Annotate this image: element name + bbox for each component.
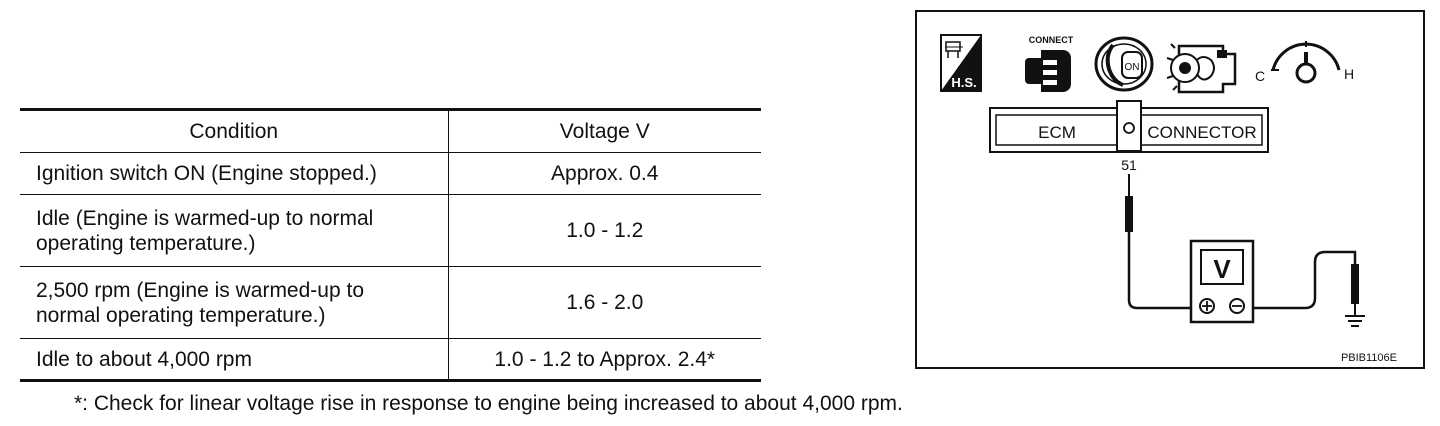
positive-terminal-icon: [1199, 298, 1215, 314]
voltage-spec-table: Condition Voltage V Ignition switch ON (…: [20, 108, 761, 382]
header-voltage: Voltage V: [447, 109, 761, 153]
wiring-diagram: H.S. CONNECT ON C: [915, 10, 1425, 369]
condition-text: Ignition switch ON (Engine stopped.): [36, 162, 377, 185]
ignition-on-label: ON: [1125, 62, 1140, 73]
voltage-cell: 1.6 - 2.0: [447, 266, 761, 339]
connect-label: CONNECT: [1029, 35, 1074, 45]
ecm-connector: ECM CONNECTOR: [989, 100, 1269, 153]
engine-icon: [1166, 43, 1237, 94]
header-condition: Condition: [20, 109, 448, 153]
probe-wires: [1125, 174, 1359, 316]
connector-right-label: CONNECTOR: [1147, 123, 1256, 142]
ground-icon: [1345, 315, 1365, 327]
temperature-gauge-icon: C H: [1255, 41, 1354, 84]
condition-text-line-1: 2,500 rpm (Engine is warmed-up to: [36, 278, 364, 302]
connector-left-label: ECM: [1038, 123, 1076, 142]
condition-cell: Idle (Engine is warmed-up to normal oper…: [20, 194, 448, 267]
footnote: *: Check for linear voltage rise in resp…: [74, 392, 903, 415]
figure-code: PBIB1106E: [1341, 352, 1397, 364]
condition-text: Idle to about 4,000 rpm: [36, 347, 252, 371]
condition-text-line-2: operating temperature.): [36, 231, 256, 255]
table-header-row: Condition Voltage V: [20, 109, 761, 153]
table-row: Ignition switch ON (Engine stopped.) App…: [20, 152, 761, 195]
connector-icon: CONNECT: [1025, 35, 1074, 92]
diagram-canvas: H.S. CONNECT ON C: [940, 34, 1397, 364]
condition-cell: Ignition switch ON (Engine stopped.): [20, 152, 448, 195]
voltmeter: V: [1189, 239, 1255, 324]
terminal-number: 51: [1121, 157, 1137, 173]
temp-cold-label: C: [1255, 68, 1265, 84]
temp-hot-label: H: [1344, 66, 1354, 82]
negative-terminal-icon: [1229, 298, 1245, 314]
condition-cell: Idle to about 4,000 rpm: [20, 338, 448, 381]
voltage-cell: Approx. 0.4: [447, 152, 761, 195]
table-row: Idle (Engine is warmed-up to normal oper…: [20, 194, 761, 267]
table-row: Idle to about 4,000 rpm 1.0 - 1.2 to App…: [20, 338, 761, 381]
condition-text-line-1: Idle (Engine is warmed-up to normal: [36, 206, 374, 230]
voltage-cell: 1.0 - 1.2 to Approx. 2.4*: [447, 338, 761, 381]
condition-text-line-2: normal operating temperature.): [36, 303, 326, 327]
hood-service-icon: H.S.: [940, 34, 982, 92]
condition-cell: 2,500 rpm (Engine is warmed-up to normal…: [20, 266, 448, 339]
voltage-cell: 1.0 - 1.2: [447, 194, 761, 267]
voltmeter-label: V: [1213, 254, 1231, 284]
ignition-key-icon: ON: [1094, 36, 1154, 92]
hs-label: H.S.: [951, 75, 976, 90]
table-row: 2,500 rpm (Engine is warmed-up to normal…: [20, 266, 761, 339]
